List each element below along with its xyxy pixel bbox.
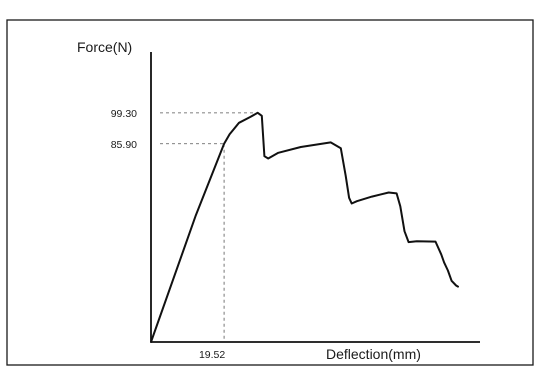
force-deflection-curve: [150, 111, 459, 343]
plot-area: [150, 111, 459, 343]
x-tick-label-yield-deflection: 19.52: [199, 349, 225, 361]
chart-frame: [6, 19, 534, 366]
y-tick-label-peak-force: 99.30: [111, 108, 137, 120]
y-tick-label-yield-force: 85.90: [111, 139, 137, 151]
guide-lines: [160, 112, 258, 342]
x-axis-label: Deflection(mm): [326, 346, 421, 362]
y-axis-label: Force(N): [77, 39, 132, 55]
chart-axes: [150, 52, 480, 343]
